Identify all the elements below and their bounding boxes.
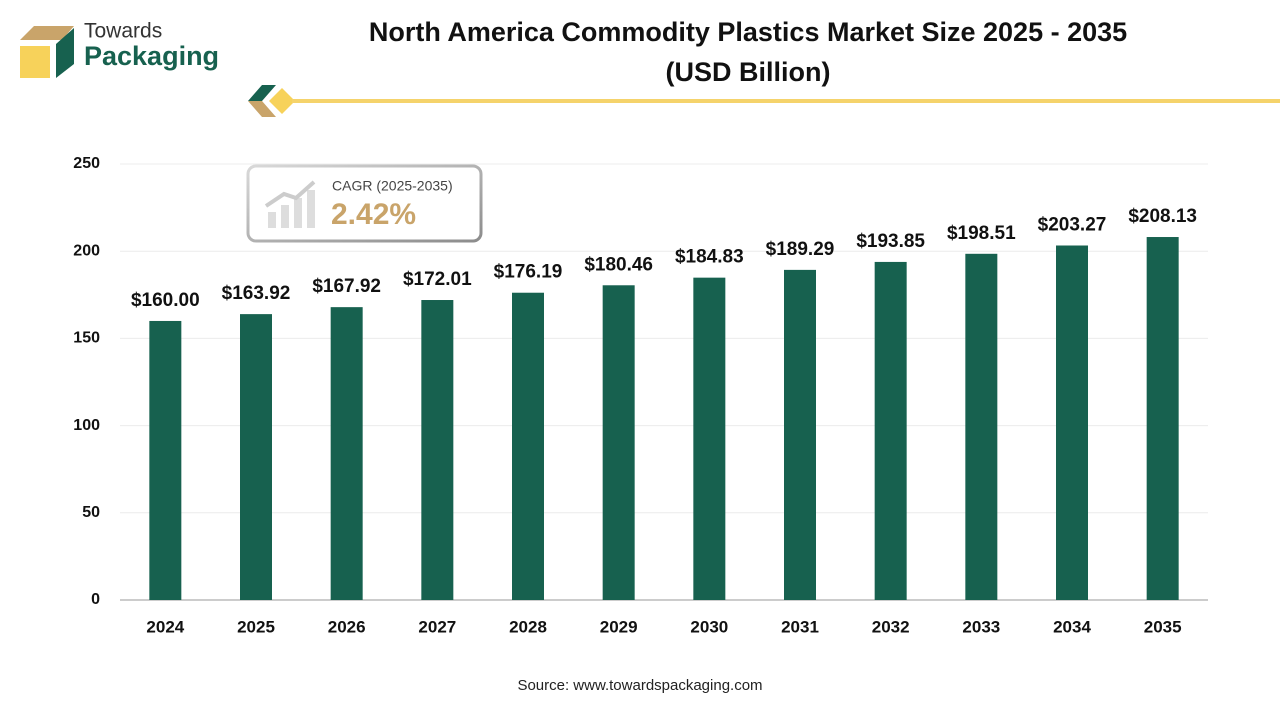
y-tick-label: 50 xyxy=(82,504,100,521)
value-label: $184.83 xyxy=(675,247,744,268)
bar xyxy=(693,277,726,600)
value-label: $180.46 xyxy=(584,254,653,275)
bar xyxy=(149,320,182,600)
value-label: $189.29 xyxy=(766,239,835,260)
cagr-value: 2.42% xyxy=(331,198,416,231)
chart-title: (USD Billion) xyxy=(666,57,831,87)
x-tick-label: 2024 xyxy=(146,617,184,636)
x-tick-label: 2031 xyxy=(781,617,819,636)
x-tick-label: 2028 xyxy=(509,617,547,636)
bar xyxy=(784,269,816,600)
x-tick-label: 2029 xyxy=(600,617,638,636)
x-tick-label: 2026 xyxy=(328,617,366,636)
value-label: $198.51 xyxy=(947,223,1016,244)
cagr-label: CAGR (2025-2035) xyxy=(332,178,453,194)
y-tick-label: 0 xyxy=(91,591,100,608)
x-tick-label: 2032 xyxy=(872,617,910,636)
chart-title: North America Commodity Plastics Market … xyxy=(369,17,1127,47)
source: Source: www.towardspackaging.com xyxy=(517,677,762,694)
x-tick-label: 2034 xyxy=(1053,617,1091,636)
y-tick-label: 200 xyxy=(73,242,100,259)
cagr-box xyxy=(246,164,483,243)
value-label: $163.92 xyxy=(222,283,291,304)
value-label: $160.00 xyxy=(131,290,200,311)
bar xyxy=(512,292,544,600)
value-label: $203.27 xyxy=(1038,215,1107,236)
value-label: $167.92 xyxy=(312,276,381,297)
logo-icon xyxy=(20,26,74,78)
x-tick-label: 2027 xyxy=(418,617,456,636)
logo-text: Packaging xyxy=(84,41,219,71)
x-tick-label: 2030 xyxy=(690,617,728,636)
bar xyxy=(965,253,998,600)
value-label: $176.19 xyxy=(494,262,563,283)
bar xyxy=(330,307,363,600)
bar xyxy=(1056,245,1088,600)
bar xyxy=(1146,237,1179,600)
y-tick-label: 150 xyxy=(73,330,100,347)
bar xyxy=(602,285,635,600)
logo-text: Towards xyxy=(84,20,162,43)
y-tick-label: 250 xyxy=(73,155,100,172)
bar xyxy=(240,314,272,600)
bar xyxy=(874,261,907,600)
bar xyxy=(421,300,454,600)
y-tick-label: 100 xyxy=(73,417,100,434)
x-tick-label: 2025 xyxy=(237,617,275,636)
x-tick-label: 2033 xyxy=(962,617,1000,636)
value-label: $172.01 xyxy=(403,269,472,290)
value-label: $208.13 xyxy=(1128,206,1197,227)
value-label: $193.85 xyxy=(856,231,925,252)
x-tick-label: 2035 xyxy=(1144,617,1182,636)
header-ornament xyxy=(248,85,1280,117)
